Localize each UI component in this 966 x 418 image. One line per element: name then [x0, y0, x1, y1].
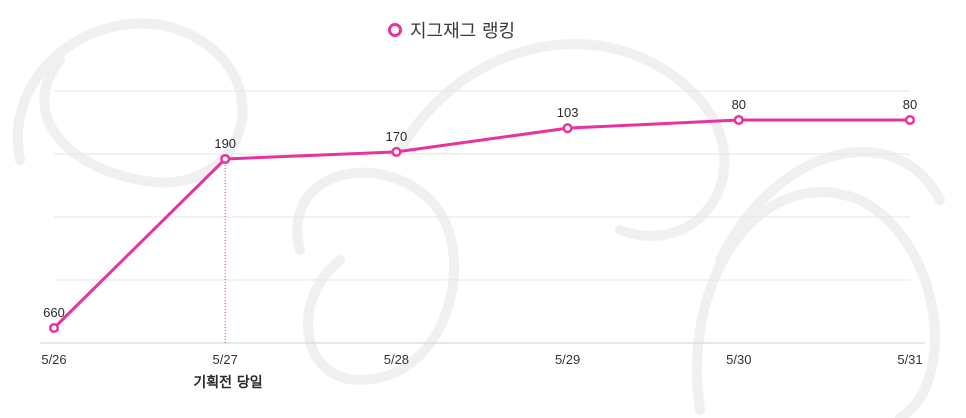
data-label: 170: [386, 129, 408, 144]
x-tick-label: 5/31: [897, 352, 922, 367]
series-layer: [48, 114, 916, 334]
background-loop: [395, 39, 730, 241]
background-decoration: [12, 18, 945, 418]
data-label: 660: [43, 305, 65, 320]
x-tick-label: 5/27: [213, 352, 238, 367]
legend-marker-icon: [388, 23, 402, 37]
x-axis: 5/26 5/27 5/28 5/29 5/30 5/31: [41, 352, 922, 367]
background-loop: [12, 18, 248, 188]
x-tick-label: 5/29: [555, 352, 580, 367]
gridlines: [40, 90, 925, 344]
series-line: [52, 118, 912, 330]
annotation-label: 기획전 당일: [193, 375, 263, 391]
data-point: [904, 114, 916, 126]
data-point: [48, 322, 60, 334]
x-tick-label: 5/30: [726, 352, 751, 367]
data-point: [391, 146, 402, 157]
legend: 지그재그 랭킹: [388, 17, 515, 43]
data-labels: 660 190 170 103 80 80: [43, 97, 917, 320]
legend-label: 지그재그 랭킹: [410, 21, 516, 42]
data-point: [733, 114, 744, 126]
data-label: 80: [903, 97, 917, 112]
x-tick-label: 5/26: [41, 352, 66, 367]
data-point: [562, 123, 573, 134]
data-point: [220, 153, 231, 165]
x-tick-label: 5/28: [384, 352, 409, 367]
background-loop: [292, 167, 460, 386]
data-label: 103: [557, 105, 579, 120]
data-label: 80: [732, 97, 746, 112]
background-loop: [715, 147, 945, 265]
data-label: 190: [214, 136, 236, 151]
background-loop: [691, 187, 940, 418]
